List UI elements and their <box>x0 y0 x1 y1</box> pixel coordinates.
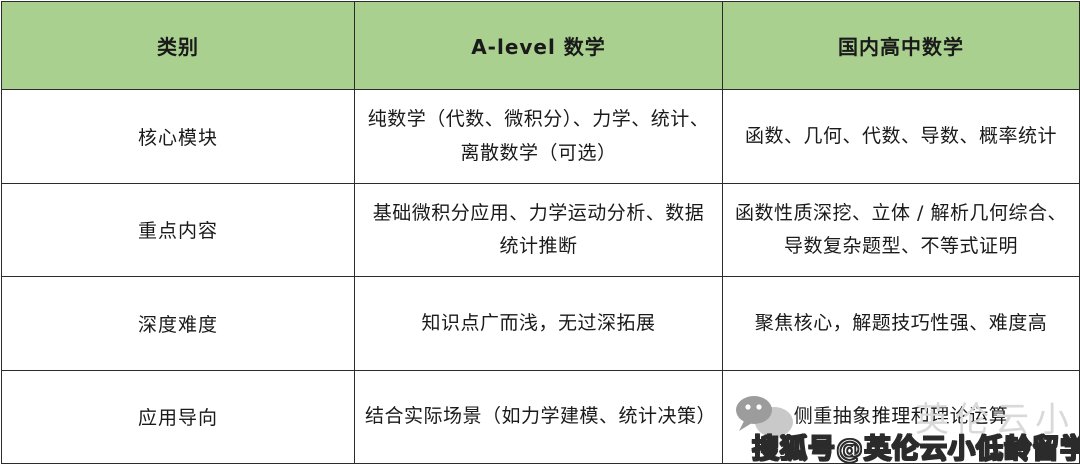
table-row: 重点内容 基础微积分应用、力学运动分析、数据统计推断 函数性质深挖、立体 / 解… <box>1 182 1080 278</box>
cell-core-modules-domestic: 函数、几何、代数、导数、概率统计 <box>722 89 1080 184</box>
table-header-row: 类别 A-level 数学 国内高中数学 <box>1 0 1080 91</box>
row-label-application: 应用导向 <box>1 369 355 465</box>
table-row: 核心模块 纯数学（代数、微积分）、力学、统计、离散数学（可选） 函数、几何、代数… <box>1 89 1080 184</box>
cell-key-content-domestic: 函数性质深挖、立体 / 解析几何综合、导数复杂题型、不等式证明 <box>722 182 1080 278</box>
cell-application-domestic: 侧重抽象推理和理论运算 <box>722 369 1080 465</box>
table-row: 深度难度 知识点广而浅，无过深拓展 聚焦核心，解题技巧性强、难度高 <box>1 276 1080 371</box>
header-category: 类别 <box>1 0 355 91</box>
cell-depth-difficulty-alevel: 知识点广而浅，无过深拓展 <box>354 276 723 371</box>
row-label-key-content: 重点内容 <box>1 182 355 278</box>
row-label-core-modules: 核心模块 <box>1 89 355 184</box>
row-label-depth-difficulty: 深度难度 <box>1 276 355 371</box>
cell-key-content-alevel: 基础微积分应用、力学运动分析、数据统计推断 <box>354 182 723 278</box>
cell-depth-difficulty-domestic: 聚焦核心，解题技巧性强、难度高 <box>722 276 1080 371</box>
cell-core-modules-alevel: 纯数学（代数、微积分）、力学、统计、离散数学（可选） <box>354 89 723 184</box>
header-domestic-math: 国内高中数学 <box>722 0 1080 91</box>
table-row: 应用导向 结合实际场景（如力学建模、统计决策） 侧重抽象推理和理论运算 <box>1 369 1080 465</box>
header-alevel-math: A-level 数学 <box>354 0 723 91</box>
cell-application-alevel: 结合实际场景（如力学建模、统计决策） <box>354 369 723 465</box>
